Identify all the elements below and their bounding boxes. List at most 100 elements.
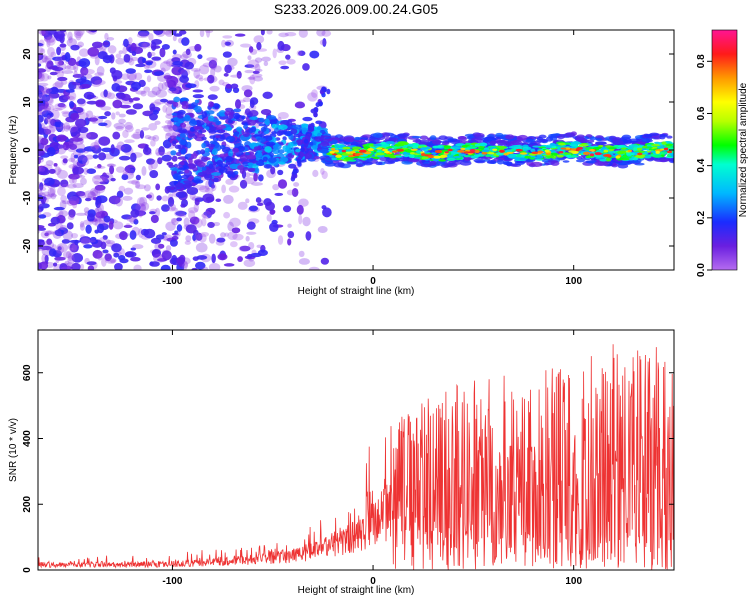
- spectrogram-cell: [277, 179, 288, 189]
- spectrogram-cell: [229, 217, 241, 228]
- spectrogram-cell: [550, 133, 560, 137]
- spectrogram-cell: [419, 135, 429, 140]
- spectrogram-cell: [322, 37, 327, 47]
- spectrogram-cell: [341, 149, 347, 153]
- spectrogram-cell: [247, 162, 254, 166]
- spectrogram-cell: [170, 218, 177, 223]
- spectrogram-cell: [236, 126, 243, 132]
- spectrogram-cell: [84, 154, 94, 160]
- spectrogram-cell: [62, 95, 75, 101]
- spectrogram-ylabel: Frequency (Hz): [8, 116, 19, 185]
- spectrogram-cell: [190, 67, 201, 72]
- spectrogram-cell: [74, 73, 83, 79]
- spectrogram-cell: [58, 95, 69, 103]
- snr-xlabel: Height of straight line (km): [298, 585, 415, 596]
- spectrogram-cell: [38, 70, 43, 80]
- spectrogram-cell: [133, 218, 139, 225]
- spectrogram-cell: [354, 153, 361, 157]
- spectrogram-cell: [73, 70, 78, 79]
- spectrogram-cell: [220, 232, 226, 238]
- spectrogram-cell: [53, 121, 64, 128]
- spectrogram-cell: [139, 129, 145, 139]
- spectrogram-cell: [132, 97, 141, 101]
- spectrogram-cell: [665, 143, 674, 147]
- spectrogram-cell: [208, 262, 221, 270]
- spectrogram-cell: [70, 152, 76, 163]
- spectrogram-cell: [157, 82, 164, 92]
- spectrogram-cell: [79, 48, 90, 57]
- spectrogram-cell: [40, 87, 52, 94]
- spectrogram-cell: [69, 247, 74, 251]
- x-tick-label: 100: [565, 576, 582, 587]
- spectrogram-cell: [49, 71, 58, 76]
- spectrogram-cell: [43, 198, 49, 203]
- spectrogram-cell: [195, 74, 204, 80]
- spectrogram-cell: [192, 166, 198, 172]
- spectrogram-cell: [296, 50, 303, 56]
- spectrogram-cell: [134, 72, 143, 81]
- spectrogram-cell: [66, 191, 79, 202]
- spectrogram-cell: [47, 187, 55, 197]
- spectrogram-cell: [343, 136, 355, 142]
- spectrogram-cell: [198, 185, 210, 193]
- spectrogram-cell: [73, 30, 84, 39]
- spectrogram-cell: [550, 152, 558, 156]
- spectrogram-cell: [55, 223, 64, 231]
- spectrogram-cell: [236, 70, 242, 79]
- spectrogram-cell: [96, 223, 105, 234]
- spectrogram-cell: [130, 56, 139, 61]
- spectrogram-cell: [424, 154, 429, 157]
- snr-line: [38, 344, 674, 570]
- spectrogram-cell: [103, 215, 111, 223]
- spectrogram-cell: [215, 120, 221, 126]
- spectrogram-cell: [75, 31, 82, 41]
- spectrogram-cell: [316, 30, 326, 37]
- spectrogram-cell: [74, 239, 79, 246]
- spectrogram-cell: [147, 90, 158, 98]
- spectrogram-cell: [71, 137, 84, 142]
- spectrogram-cell: [43, 118, 49, 125]
- spectrogram-cell: [248, 76, 255, 80]
- spectrogram-cell: [246, 231, 257, 235]
- spectrogram-cell: [321, 170, 328, 180]
- spectrogram-cell: [144, 134, 152, 140]
- spectrogram-cell: [124, 251, 137, 258]
- spectrogram-cell: [470, 137, 483, 143]
- spectrogram-cell: [114, 263, 123, 270]
- spectrogram-cell: [321, 86, 326, 92]
- spectrogram-cell: [329, 151, 335, 154]
- spectrogram-cell: [56, 69, 64, 79]
- spectrogram-cell: [186, 141, 192, 149]
- spectrogram-cell: [171, 66, 184, 76]
- spectrogram-cell: [204, 187, 214, 194]
- spectrogram-cell: [313, 112, 318, 118]
- spectrogram-cell: [563, 152, 572, 155]
- spectrogram-cell: [116, 190, 124, 199]
- spectrogram-cell: [38, 114, 44, 123]
- spectrogram-cell: [247, 167, 257, 172]
- spectrogram-cell: [75, 78, 87, 84]
- spectrogram-cell: [85, 110, 94, 119]
- spectrogram-cell: [149, 211, 156, 215]
- spectrogram-cell: [173, 77, 181, 82]
- spectrogram-cell: [53, 206, 65, 211]
- spectrogram-cell: [443, 147, 451, 150]
- spectrogram-cell: [621, 147, 627, 150]
- spectrogram-cell: [121, 174, 129, 181]
- spectrogram-cell: [57, 246, 62, 251]
- spectrogram-cell: [152, 134, 160, 142]
- spectrogram-cell: [44, 96, 54, 104]
- spectrogram-cell: [659, 151, 669, 155]
- spectrogram-cell: [291, 174, 296, 180]
- spectrogram-cell: [170, 186, 175, 191]
- spectrogram-cell: [399, 141, 409, 146]
- spectrogram-cell: [71, 253, 84, 263]
- spectrogram-cell: [497, 145, 507, 149]
- spectrogram-cell: [119, 104, 131, 109]
- spectrogram-cell: [249, 74, 256, 85]
- spectrogram-cell: [174, 210, 186, 217]
- spectrogram-cell: [118, 113, 126, 118]
- spectrogram-cell: [92, 217, 102, 223]
- spectrogram-cell: [175, 182, 185, 189]
- spectrogram-cell: [627, 149, 632, 153]
